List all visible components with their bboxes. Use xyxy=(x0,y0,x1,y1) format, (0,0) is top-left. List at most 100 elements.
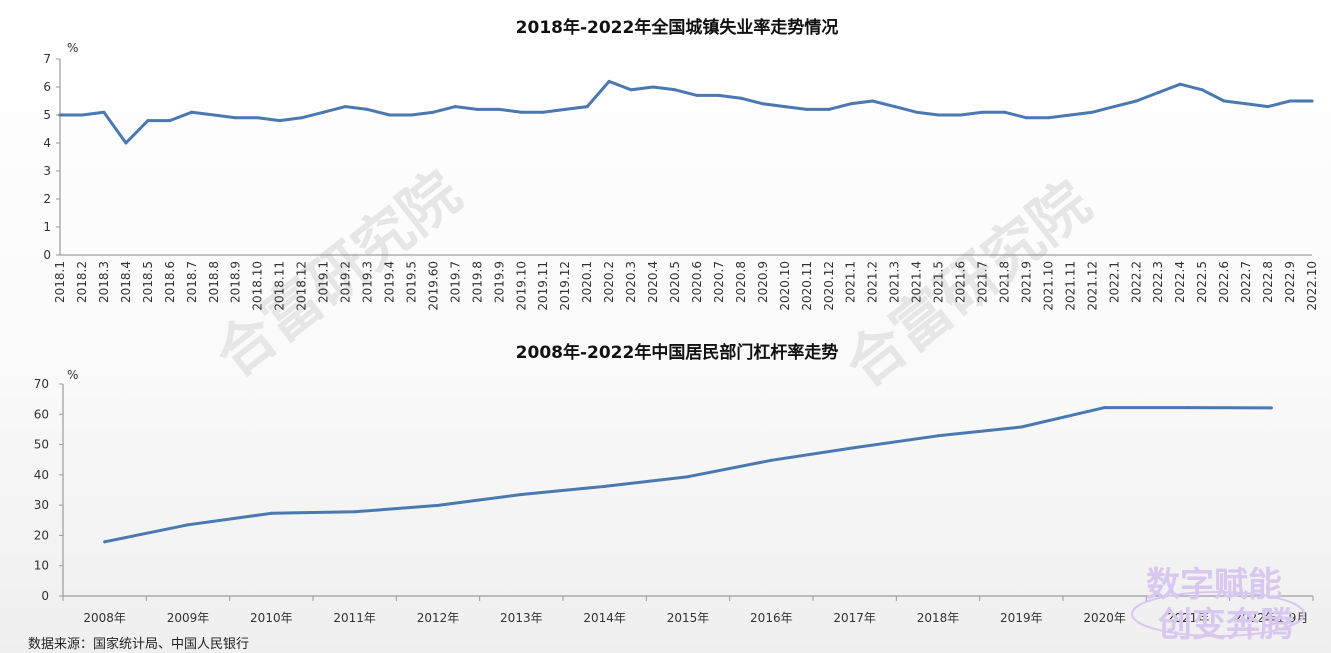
logo-line-2: 创变奔腾 xyxy=(1157,605,1295,645)
data-point xyxy=(168,119,172,123)
series-line-unemployment xyxy=(58,79,1314,145)
data-point xyxy=(1003,110,1006,114)
y-tick-label: 30 xyxy=(34,498,49,512)
data-point xyxy=(739,96,743,100)
x-tick-label: 2009年 xyxy=(167,611,210,625)
data-point xyxy=(519,493,523,496)
data-point xyxy=(937,113,941,117)
x-tick-label: 2022.5 xyxy=(1195,261,1209,303)
data-point xyxy=(58,113,62,117)
x-tick-label: 2020.9 xyxy=(756,261,770,303)
data-point xyxy=(1019,425,1023,429)
data-point xyxy=(103,540,107,544)
data-point xyxy=(849,102,853,106)
x-tick-label: 2022.10 xyxy=(1305,261,1319,311)
y-tick-label: 2 xyxy=(43,192,51,206)
data-point xyxy=(783,105,787,109)
data-point xyxy=(1046,116,1050,120)
data-point xyxy=(853,446,857,450)
x-tick-label: 2019.12 xyxy=(558,261,572,311)
data-point xyxy=(1288,99,1292,103)
x-tick-label: 2020.10 xyxy=(778,261,792,311)
data-point xyxy=(431,110,435,114)
x-tick-label: 2017年 xyxy=(833,611,876,625)
data-point xyxy=(541,110,545,114)
data-point xyxy=(603,484,607,488)
x-tick-label: 2019.1 xyxy=(317,261,331,303)
data-point xyxy=(959,113,963,117)
data-point xyxy=(124,141,128,145)
data-point xyxy=(761,102,765,106)
x-tick-label: 2022.4 xyxy=(1173,261,1187,303)
x-tick-label: 2018.12 xyxy=(295,261,309,311)
x-tick-label: 2020.3 xyxy=(624,261,638,303)
x-tick-label: 2020.11 xyxy=(800,261,814,311)
data-point xyxy=(651,85,655,89)
data-point xyxy=(1068,113,1072,117)
data-point xyxy=(80,113,84,117)
data-point xyxy=(278,119,282,123)
y-tick-label: 5 xyxy=(43,108,51,122)
x-tick-label: 2020年 xyxy=(1083,611,1126,625)
x-tick-label: 2019.60 xyxy=(426,261,440,311)
data-point xyxy=(629,88,633,92)
x-tick-label: 2018.5 xyxy=(141,261,155,303)
x-tick-label: 2021.8 xyxy=(997,261,1011,303)
x-tick-label: 2018.7 xyxy=(185,261,199,303)
data-point xyxy=(1244,102,1248,106)
data-point xyxy=(717,93,721,97)
y-tick-label: 0 xyxy=(43,248,51,262)
data-point xyxy=(409,113,413,117)
x-tick-label: 2020.6 xyxy=(690,261,704,303)
x-tick-label: 2018.8 xyxy=(207,261,221,303)
logo-line-1: 数字赋能 xyxy=(1146,565,1282,605)
x-tick-label: 2015年 xyxy=(667,611,710,625)
x-tick-label: 2021.5 xyxy=(932,261,946,303)
y-tick-label: 60 xyxy=(34,407,49,421)
x-tick-label: 2020.1 xyxy=(580,261,594,303)
data-point xyxy=(388,113,391,117)
y-tick-label: 50 xyxy=(34,438,49,452)
data-point xyxy=(871,99,875,103)
data-point xyxy=(563,107,567,111)
data-point xyxy=(805,107,809,111)
data-point xyxy=(607,79,611,83)
data-point xyxy=(695,93,699,97)
y-tick-label: 20 xyxy=(34,528,49,542)
x-tick-label: 2022年1-9月 xyxy=(1234,611,1308,625)
data-point xyxy=(102,110,106,114)
x-tick-label: 2018.4 xyxy=(119,261,133,303)
x-tick-label: 2018.2 xyxy=(75,261,89,303)
data-point xyxy=(1222,99,1226,103)
x-tick-label: 2019.9 xyxy=(492,261,506,303)
data-point xyxy=(686,475,690,479)
x-tick-label: 2019.11 xyxy=(536,261,550,311)
chart-title: 2008年-2022年中国居民部门杠杆率走势 xyxy=(516,342,839,363)
x-tick-label: 2013年 xyxy=(500,611,543,625)
data-point xyxy=(1112,105,1116,109)
data-point xyxy=(981,110,984,114)
x-tick-label: 2018年 xyxy=(917,611,960,625)
data-point xyxy=(436,503,440,507)
y-axis-unit: % xyxy=(67,41,78,55)
x-tick-label: 2018.1 xyxy=(53,261,67,303)
data-point xyxy=(915,110,919,114)
x-tick-label: 2021.4 xyxy=(910,261,924,303)
source-note: 数据来源：国家统计局、中国人民银行 xyxy=(28,636,249,652)
x-tick-label: 2011年 xyxy=(333,611,376,625)
data-point xyxy=(1025,116,1028,120)
data-point xyxy=(1090,110,1094,114)
x-tick-label: 2019.8 xyxy=(470,261,484,303)
x-tick-label: 2021.1 xyxy=(844,261,858,303)
data-point xyxy=(1200,88,1204,92)
x-tick-label: 2022.6 xyxy=(1217,261,1231,303)
x-tick-label: 2019.10 xyxy=(514,261,528,311)
data-point xyxy=(146,119,150,123)
x-tick-label: 2016年 xyxy=(750,611,793,625)
leverage-chart: 2008年-2022年中国居民部门杠杆率走势 % 0 10 20 30 40 50 60 70… xyxy=(34,342,1314,625)
data-point xyxy=(453,105,457,109)
y-tick-label: 70 xyxy=(34,377,49,391)
data-point xyxy=(1103,406,1107,410)
data-point xyxy=(256,116,260,120)
data-point xyxy=(212,113,216,117)
